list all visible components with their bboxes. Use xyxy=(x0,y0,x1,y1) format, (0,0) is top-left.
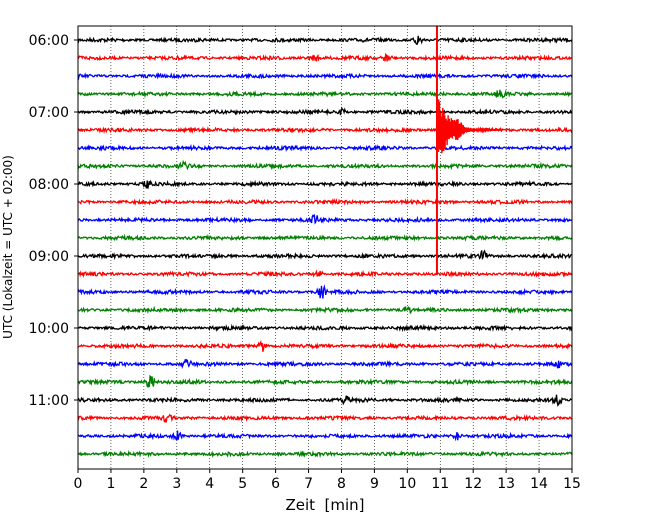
seismic-trace xyxy=(78,72,572,81)
seismic-trace xyxy=(78,106,572,117)
seismic-trace xyxy=(78,323,572,333)
y-axis-label: UTC (Lokalzeit = UTC + 02:00) xyxy=(1,155,15,339)
x-tick-label: 10 xyxy=(398,476,416,492)
y-tick-label: 09:00 xyxy=(29,249,69,265)
x-tick-label: 15 xyxy=(563,476,581,492)
y-tick-label: 08:00 xyxy=(29,177,69,193)
y-tick-label: 11:00 xyxy=(29,393,69,409)
seismic-trace xyxy=(78,89,572,99)
seismic-trace xyxy=(78,305,572,315)
x-tick-label: 8 xyxy=(337,476,346,492)
x-axis-ticks: 0 1 2 3 4 5 6 7 8 9 10 11 12 13 14 15 xyxy=(74,469,581,492)
seismic-trace xyxy=(78,450,572,459)
plot-frame xyxy=(77,25,573,470)
x-tick-label: 12 xyxy=(464,476,482,492)
x-tick-label: 7 xyxy=(304,476,313,492)
seismic-trace xyxy=(78,358,572,369)
x-tick-label: 14 xyxy=(530,476,548,492)
seismic-trace xyxy=(78,179,572,189)
plot-background xyxy=(78,26,572,469)
earthquake-signal xyxy=(436,99,504,154)
x-tick-label: 9 xyxy=(370,476,379,492)
x-tick-label: 2 xyxy=(139,476,148,492)
x-tick-label: 4 xyxy=(205,476,214,492)
seismic-trace xyxy=(78,249,572,261)
x-tick-label: 6 xyxy=(271,476,280,492)
x-tick-label: 13 xyxy=(497,476,515,492)
y-tick-label: 06:00 xyxy=(29,33,69,49)
seismic-trace xyxy=(78,197,572,207)
seismic-trace xyxy=(78,233,572,242)
seismic-trace xyxy=(78,394,572,407)
seismic-trace xyxy=(78,340,572,352)
y-axis-ticks: 06:00 07:00 08:00 09:00 10:00 11:00 xyxy=(29,33,78,409)
x-axis-label: Zeit [min] xyxy=(285,496,364,514)
y-tick-label: 10:00 xyxy=(29,321,69,337)
seismic-trace xyxy=(78,430,572,442)
seismic-trace xyxy=(78,413,572,423)
x-tick-label: 5 xyxy=(238,476,247,492)
seismic-trace xyxy=(78,35,572,45)
seismic-trace xyxy=(78,213,572,225)
y-tick-label: 07:00 xyxy=(29,105,69,121)
x-tick-label: 11 xyxy=(431,476,449,492)
seismic-trace xyxy=(78,269,572,279)
seismic-trace xyxy=(78,52,572,62)
x-gridlines xyxy=(110,26,540,469)
x-tick-label: 0 xyxy=(74,476,83,492)
seismic-trace xyxy=(78,284,572,299)
seismic-trace xyxy=(78,143,572,153)
seismic-trace xyxy=(78,159,572,171)
seismic-traces xyxy=(78,26,572,459)
x-tick-label: 1 xyxy=(106,476,115,492)
seismic-trace xyxy=(78,374,572,388)
x-tick-label: 3 xyxy=(172,476,181,492)
